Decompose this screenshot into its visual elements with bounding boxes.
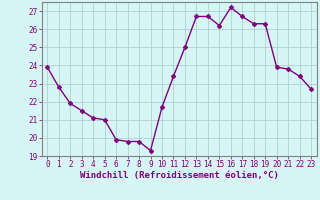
X-axis label: Windchill (Refroidissement éolien,°C): Windchill (Refroidissement éolien,°C)	[80, 171, 279, 180]
